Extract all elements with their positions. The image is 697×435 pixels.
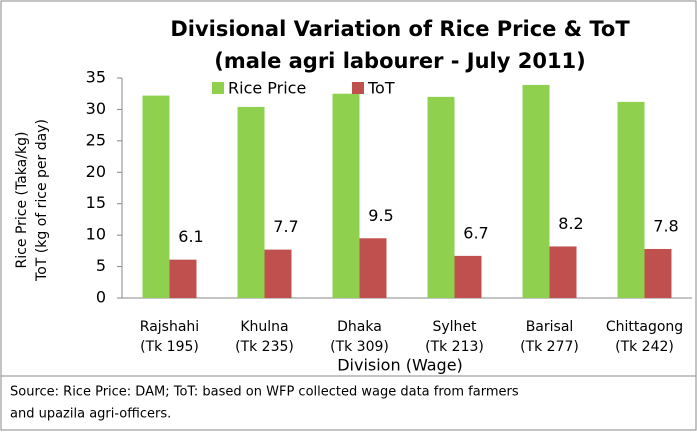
x-tick-label: Khulna: [240, 319, 288, 335]
chart-title: Divisional Variation of Rice Price & ToT: [170, 17, 630, 41]
source: and upazila agri-officers.: [10, 407, 171, 422]
y-axis-label: Rice Price (Taka/kg): [14, 132, 30, 269]
x-tick-label: (Tk 195): [140, 339, 199, 355]
bar: [454, 255, 482, 298]
bar: [142, 95, 170, 298]
bar: [549, 246, 577, 298]
data-label: 7.8: [653, 216, 678, 235]
bar: [427, 96, 455, 298]
y-axis-label: ToT (kg of rice per day): [34, 119, 50, 282]
data-label: 7.7: [273, 217, 298, 236]
data-label: 6.1: [178, 227, 203, 246]
y-tick-label: 15: [86, 193, 106, 212]
x-tick-label: (Tk 242): [615, 339, 674, 355]
x-tick-label: Dhaka: [337, 319, 382, 335]
data-label: 6.7: [463, 223, 488, 242]
y-tick-label: 0: [96, 288, 106, 307]
x-tick-label: (Tk 235): [235, 339, 294, 355]
x-tick-label: (Tk 309): [330, 339, 389, 355]
x-axis-label: Division (Wage): [337, 356, 463, 375]
source: Source: Rice Price: DAM; ToT: based on W…: [10, 385, 519, 400]
x-tick-label: Chittagong: [606, 319, 683, 335]
x-tick-label: Barisal: [526, 319, 574, 335]
y-tick-label: 35: [86, 68, 106, 87]
y-tick-label: 30: [86, 99, 106, 118]
bar: [617, 101, 645, 298]
x-tick-label: (Tk 277): [520, 339, 579, 355]
y-tick-label: 25: [86, 130, 106, 149]
x-tick-label: (Tk 213): [425, 339, 484, 355]
legend-swatch: [352, 82, 364, 94]
bar: [264, 249, 292, 298]
bar: [644, 248, 672, 298]
chart-title: (male agri labourer - July 2011): [214, 49, 586, 73]
bar: [237, 106, 265, 299]
x-tick-label: Rajshahi: [140, 319, 199, 335]
legend-label: Rice Price: [228, 79, 306, 98]
x-tick-label: Sylhet: [432, 319, 477, 335]
y-tick-label: 5: [96, 256, 106, 275]
data-label: 8.2: [558, 214, 583, 233]
legend-label: ToT: [367, 79, 395, 98]
y-tick-label: 20: [86, 162, 106, 181]
bar: [359, 238, 387, 298]
bar: [332, 93, 360, 298]
bar: [522, 84, 550, 299]
data-label: 9.5: [368, 206, 393, 225]
legend-swatch: [212, 82, 224, 94]
y-tick-label: 10: [86, 225, 106, 244]
bar: [169, 259, 197, 298]
